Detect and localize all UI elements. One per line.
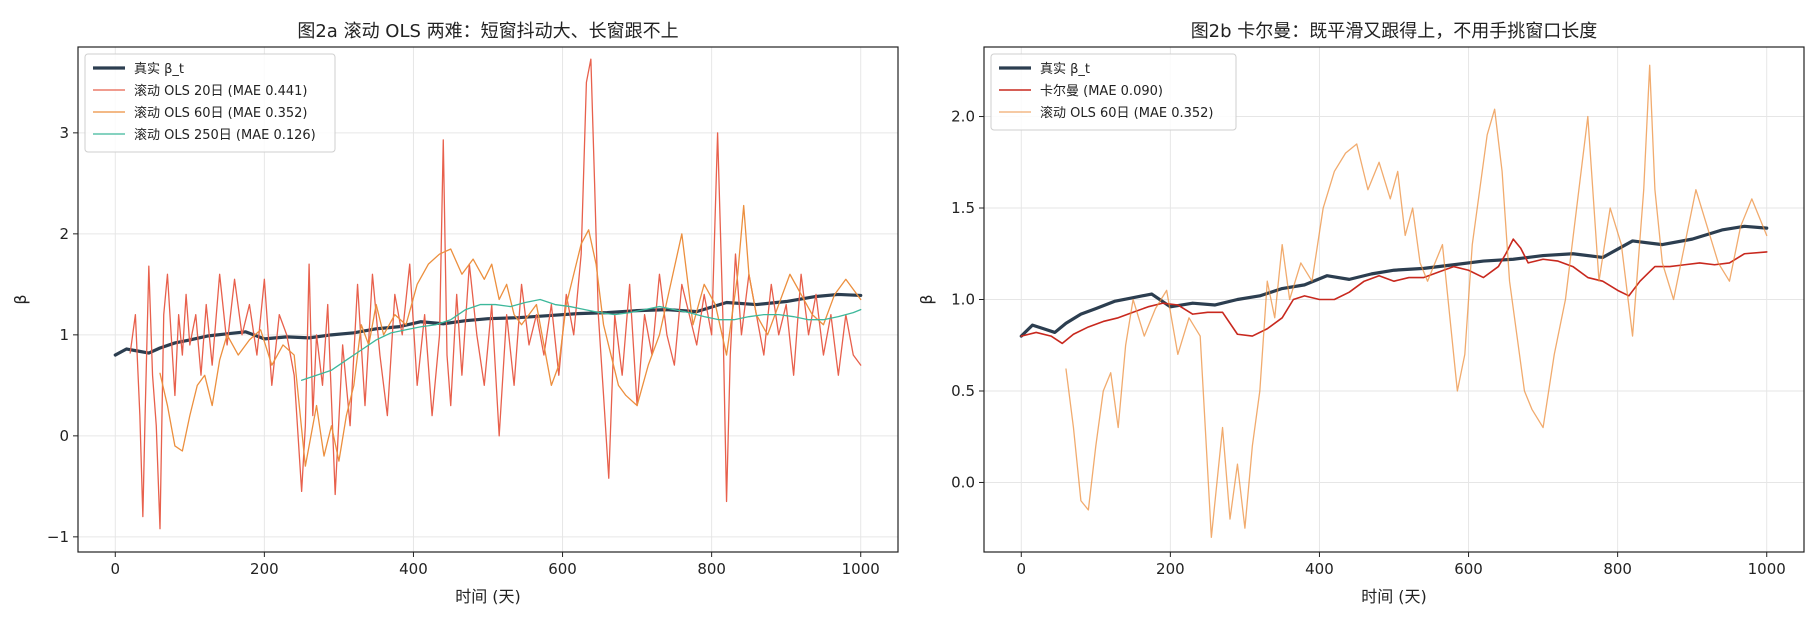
legend: 真实 β_t 卡尔曼 (MAE 0.090) 滚动 OLS 60日 (MAE 0.3… <box>990 53 1237 131</box>
y-axis-label: β <box>11 294 30 304</box>
legend-entry: 滚动 OLS 60日 (MAE 0.352) <box>134 105 307 121</box>
series-line <box>1020 238 1768 345</box>
plot-frame <box>77 46 899 553</box>
x-tick-label: 400 <box>1305 560 1334 578</box>
series-line <box>113 292 863 357</box>
x-tick-label: 800 <box>1603 560 1632 578</box>
y-tick-label: 1.0 <box>951 291 975 309</box>
series-line <box>159 204 862 467</box>
x-axis-label: 时间 (天) <box>455 587 521 606</box>
series-line <box>300 298 862 381</box>
legend-entry: 真实 β_t <box>1040 62 1090 77</box>
x-tick-label: 1000 <box>842 560 880 578</box>
y-tick-label: 0.0 <box>951 473 975 491</box>
series-line <box>1065 64 1768 539</box>
series-line <box>129 58 862 530</box>
chart-title: 图2b 卡尔曼：既平滑又跟得上，不用手挑窗口长度 <box>1191 21 1598 42</box>
x-tick-label: 800 <box>697 560 726 578</box>
x-tick-label: 0 <box>1016 560 1026 578</box>
x-tick-label: 400 <box>399 560 428 578</box>
x-axis-label: 时间 (天) <box>1361 587 1427 606</box>
x-tick-label: 200 <box>1156 560 1185 578</box>
series-group <box>113 58 863 530</box>
y-tick-label: −1 <box>47 528 69 546</box>
chart-panel-b: 0 200 400 600 800 1000 0.0 0.5 1.0 1.5 2.0 图2b 卡尔曼：… <box>917 21 1805 606</box>
y-tick-label: 2.0 <box>951 108 975 126</box>
y-axis-label: β <box>917 294 936 304</box>
series-line <box>1019 224 1769 338</box>
chart-panel-a: 0 200 400 600 800 1000 −1 0 1 2 3 图2a 滚动 OLS 两难：短窗抖… <box>11 21 899 606</box>
x-tick-label: 0 <box>110 560 120 578</box>
y-tick-label: 0.5 <box>951 382 975 400</box>
y-tick-label: 3 <box>59 124 69 142</box>
y-tick-label: 1.5 <box>951 199 975 217</box>
legend-entry: 滚动 OLS 250日 (MAE 0.126) <box>134 127 316 143</box>
legend: 真实 β_t 滚动 OLS 20日 (MAE 0.441) 滚动 OLS 60日 (… <box>84 53 336 153</box>
y-tick-label: 2 <box>59 225 69 243</box>
y-tick-label: 1 <box>59 326 69 344</box>
legend-entry: 滚动 OLS 20日 (MAE 0.441) <box>134 83 307 99</box>
legend-box <box>990 53 1237 131</box>
legend-entry: 滚动 OLS 60日 (MAE 0.352) <box>1040 105 1213 121</box>
y-tick-label: 0 <box>59 427 69 445</box>
x-tick-label: 600 <box>548 560 577 578</box>
x-tick-label: 1000 <box>1748 560 1786 578</box>
legend-entry: 卡尔曼 (MAE 0.090) <box>1040 84 1163 99</box>
legend-entry: 真实 β_t <box>134 62 184 77</box>
series-group <box>1019 64 1769 539</box>
x-tick-label: 200 <box>250 560 279 578</box>
legend-box <box>84 53 336 153</box>
x-tick-label: 600 <box>1454 560 1483 578</box>
chart-title: 图2a 滚动 OLS 两难：短窗抖动大、长窗跟不上 <box>297 21 678 42</box>
